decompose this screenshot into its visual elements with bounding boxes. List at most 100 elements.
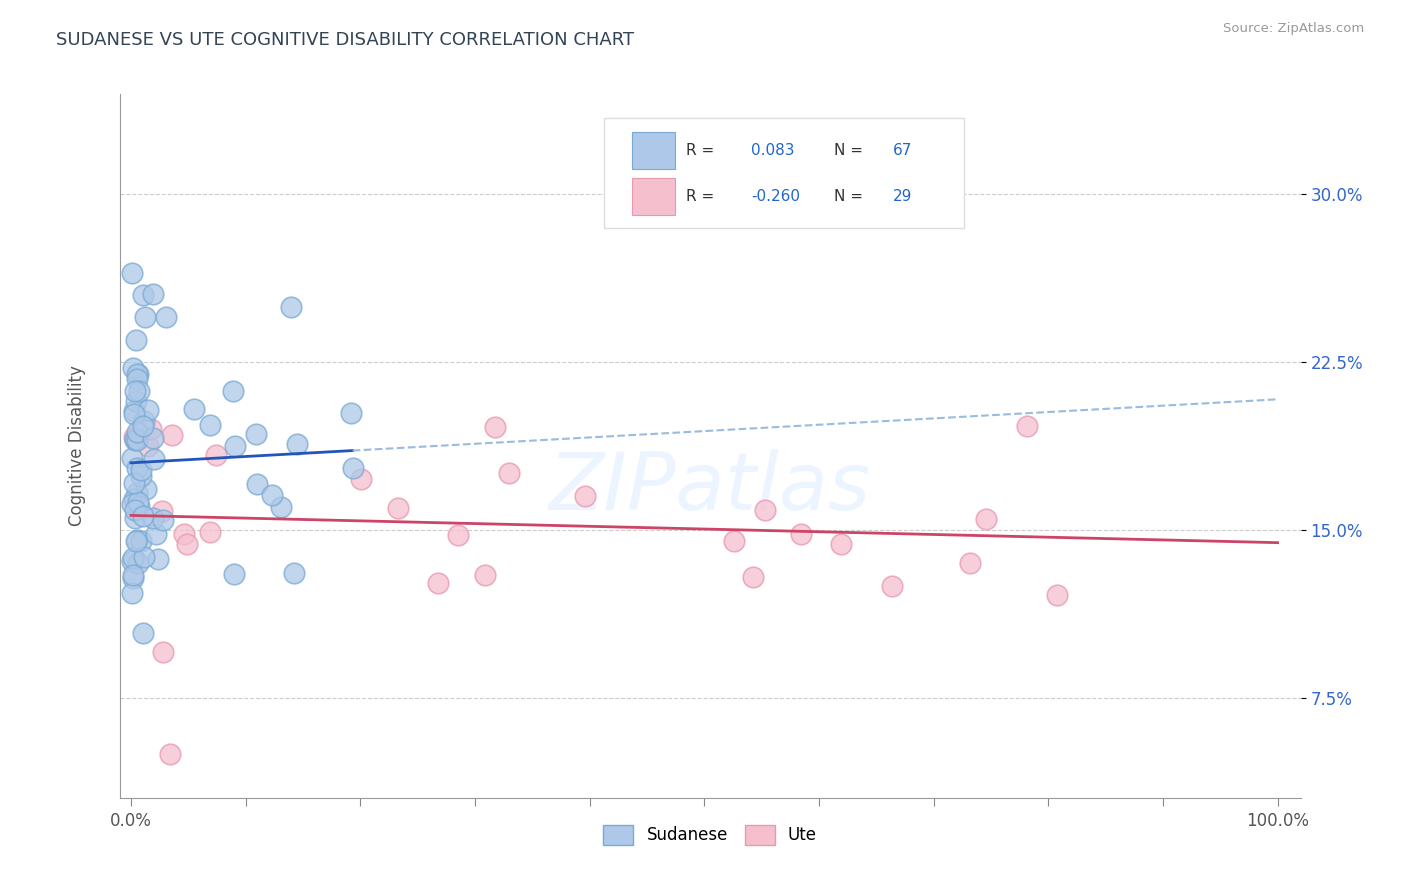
Point xyxy=(124,432,146,446)
Point xyxy=(974,512,997,526)
Point xyxy=(125,461,148,475)
Point xyxy=(127,371,149,385)
Point xyxy=(474,568,496,582)
Point xyxy=(139,422,162,436)
Point xyxy=(285,437,308,451)
Point xyxy=(122,361,145,376)
FancyBboxPatch shape xyxy=(633,132,675,169)
Point xyxy=(122,429,145,443)
Point xyxy=(122,404,145,418)
Point xyxy=(128,499,150,513)
Point xyxy=(127,495,149,509)
Point xyxy=(426,576,449,591)
Point xyxy=(134,549,156,564)
Point xyxy=(131,508,153,523)
Point xyxy=(260,488,283,502)
Point xyxy=(742,570,765,584)
Point xyxy=(1046,588,1069,602)
Point xyxy=(205,448,228,462)
FancyBboxPatch shape xyxy=(603,119,965,227)
Point xyxy=(127,557,149,571)
Point xyxy=(132,626,155,640)
Point xyxy=(447,528,470,542)
Point xyxy=(124,407,146,421)
Point xyxy=(142,510,165,524)
Point xyxy=(129,469,152,483)
Point xyxy=(125,533,148,548)
Point xyxy=(124,503,146,517)
Legend: Sudanese, Ute: Sudanese, Ute xyxy=(596,819,824,851)
Point xyxy=(136,403,159,417)
Point xyxy=(124,511,146,525)
Point xyxy=(283,566,305,580)
Point xyxy=(159,747,181,761)
Point xyxy=(183,402,205,417)
Point xyxy=(122,491,145,506)
Point xyxy=(142,286,165,301)
Point xyxy=(150,504,173,518)
Point xyxy=(122,571,145,585)
Point xyxy=(754,503,776,517)
Point xyxy=(152,645,174,659)
Point xyxy=(339,406,361,420)
Text: N =: N = xyxy=(834,143,868,158)
Text: R =: R = xyxy=(686,188,720,203)
Text: 67: 67 xyxy=(893,143,912,158)
Point xyxy=(148,552,170,566)
Point xyxy=(160,427,183,442)
Text: 29: 29 xyxy=(893,188,912,203)
Text: SUDANESE VS UTE COGNITIVE DISABILITY CORRELATION CHART: SUDANESE VS UTE COGNITIVE DISABILITY COR… xyxy=(56,31,634,49)
Point xyxy=(121,554,143,568)
Point xyxy=(125,433,148,447)
Point xyxy=(132,288,155,302)
Point xyxy=(387,501,409,516)
Point xyxy=(350,472,373,486)
Text: ZIPatlas: ZIPatlas xyxy=(548,450,872,527)
Point xyxy=(142,431,165,445)
Point xyxy=(143,452,166,467)
Point xyxy=(121,568,143,582)
Point xyxy=(122,551,145,566)
Point xyxy=(224,567,246,582)
Point xyxy=(122,476,145,491)
Point xyxy=(124,384,146,398)
Point xyxy=(959,557,981,571)
Point xyxy=(498,466,520,480)
Point xyxy=(128,384,150,398)
Point xyxy=(270,500,292,515)
Point xyxy=(127,533,149,547)
Point xyxy=(198,525,221,540)
Point xyxy=(129,463,152,477)
Point xyxy=(132,418,155,433)
Text: N =: N = xyxy=(834,188,868,203)
Text: -0.260: -0.260 xyxy=(751,188,800,203)
Point xyxy=(125,333,148,347)
Point xyxy=(135,483,157,497)
Point xyxy=(131,533,153,548)
Point xyxy=(125,394,148,409)
Point xyxy=(124,433,146,447)
Point xyxy=(121,266,143,280)
Point xyxy=(790,526,813,541)
Point xyxy=(222,384,245,399)
Point xyxy=(134,310,156,325)
Point xyxy=(723,533,745,548)
Point xyxy=(246,476,269,491)
Point xyxy=(121,497,143,511)
Point xyxy=(125,425,148,439)
Point xyxy=(121,586,143,600)
Text: Source: ZipAtlas.com: Source: ZipAtlas.com xyxy=(1223,22,1364,36)
Text: R =: R = xyxy=(686,143,720,158)
Text: Cognitive Disability: Cognitive Disability xyxy=(69,366,86,526)
Point xyxy=(127,485,149,500)
Text: 0.083: 0.083 xyxy=(751,143,794,158)
Point xyxy=(121,450,143,465)
Point xyxy=(127,368,149,382)
Point xyxy=(173,526,195,541)
Point xyxy=(155,310,177,325)
Point xyxy=(484,419,506,434)
Point xyxy=(574,489,596,503)
Point xyxy=(342,461,364,475)
Point xyxy=(880,579,903,593)
Point xyxy=(152,513,174,527)
